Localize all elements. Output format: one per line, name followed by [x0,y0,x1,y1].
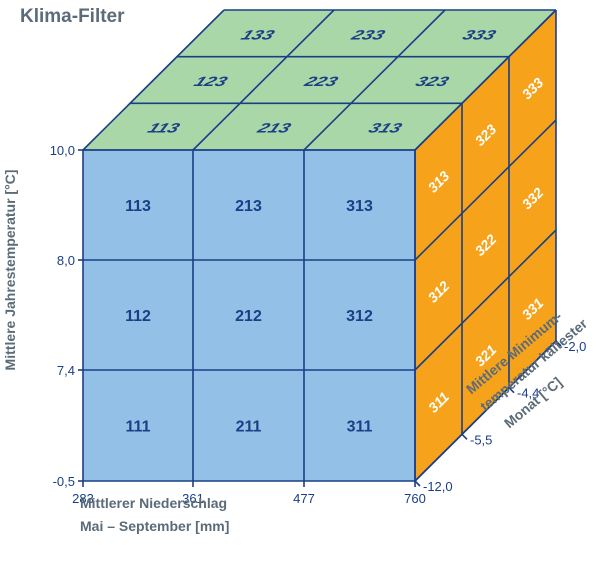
top-grid-depth-line [192,9,335,151]
x-axis-title-line1: Mittlerer Niederschlag [80,495,228,511]
front-cell-label: 111 [126,419,151,436]
top-cell-label: 313 [366,121,405,136]
front-cell-label: 211 [236,419,262,436]
y-axis-tick-label: -0,5 [53,474,75,489]
y-axis-title-text: Mittlere Jahrestemperatur [°C] [2,169,18,371]
z-axis-tick-label: -5,5 [470,432,492,447]
x-axis-title-line2: Mai – September [mm] [80,518,230,534]
top-cell-label: 213 [254,121,295,136]
top-face [83,10,556,150]
y-axis-tick-label: 10,0 [50,143,75,158]
top-cell-label: 113 [145,121,183,136]
x-axis-tick-label: 283 [72,491,94,506]
z-axis-tick [555,340,562,347]
top-cell-label: 333 [460,27,499,42]
front-cell-label: 312 [346,308,373,325]
z-axis-line [414,340,557,482]
top-cell-label: 223 [301,74,342,89]
side-face [415,10,556,481]
front-face [83,150,415,481]
diagram-title: Klima-Filter [20,6,125,27]
x-axis-tick-label: 760 [404,491,426,506]
top-grid-depth-line [82,9,225,151]
y-axis-tick-label: 7,4 [57,363,75,378]
side-grid-height-line [414,9,557,151]
z-axis-tick-label: -12,0 [423,479,453,494]
front-cell-label: 313 [346,198,373,215]
z-axis-tick [414,480,421,487]
side-grid-height-line [414,119,557,261]
top-grid-depth-line [303,9,446,151]
front-cell-label: 212 [235,308,262,325]
top-cell-label: 123 [191,74,230,89]
x-axis-tick-label: 477 [293,491,315,506]
front-cell-label: 112 [125,308,151,325]
side-grid-height-line [414,229,557,371]
z-axis-tick [461,433,468,440]
x-axis-tick-label: 361 [182,491,204,506]
front-cell-label: 311 [347,419,373,436]
z-axis-tick-label: -2,0 [564,339,586,354]
top-cell-label: 323 [413,74,452,89]
front-cell-label: 113 [125,198,151,215]
y-axis-tick-label: 8,0 [57,253,75,268]
z-axis-tick [508,387,515,394]
top-cell-label: 233 [348,27,389,42]
x-axis-title: Mittlerer Niederschlag Mai – September [… [80,492,229,538]
z-axis-tick-label: -4,4 [517,386,539,401]
front-cell-label: 213 [235,198,262,215]
top-cell-label: 133 [238,27,277,42]
